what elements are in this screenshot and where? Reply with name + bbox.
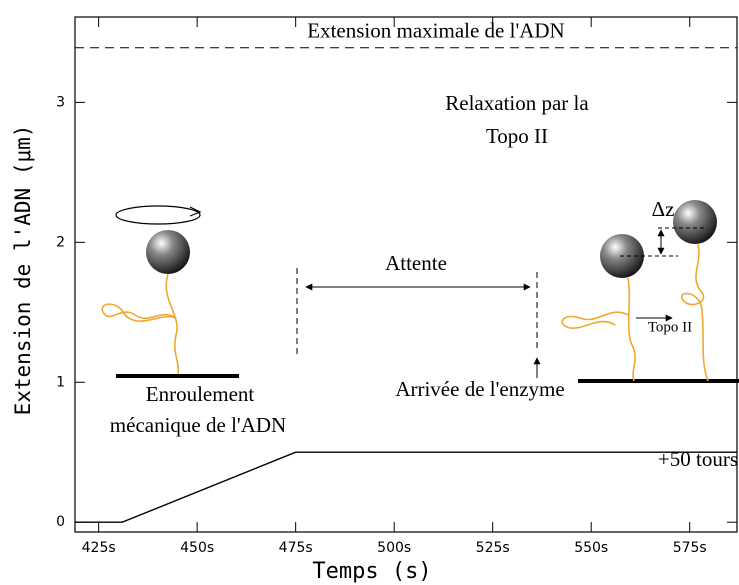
annotation: Relaxation par la [445, 91, 589, 115]
y-tick-label: 1 [56, 374, 65, 390]
y-tick-label: 3 [56, 94, 65, 110]
x-tick-label: 475s [279, 540, 313, 556]
reference-label: Extension maximale de l'ADN [307, 19, 564, 43]
x-tick-label: 525s [476, 540, 510, 556]
y-tick-label: 2 [56, 234, 65, 250]
data-line [75, 451, 737, 523]
x-tick-label: 550s [574, 540, 608, 556]
x-tick-label: 425s [82, 540, 116, 556]
annotation: mécanique de l'ADN [110, 413, 286, 437]
x-tick-label: 450s [180, 540, 214, 556]
illustration [101, 200, 739, 383]
annotation: Topo II [486, 124, 548, 148]
y-tick-label: 0 [56, 514, 65, 530]
annotation: Topo II [648, 319, 692, 335]
plot-frame [74, 16, 738, 533]
annotation: Δz [652, 197, 675, 221]
x-tick-label: 575s [673, 540, 707, 556]
x-tick-label: 500s [377, 540, 411, 556]
annotation: +50 tours [658, 447, 738, 471]
annotation: Arrivée de l'enzyme [395, 377, 564, 401]
y-axis-label: Extension de l'ADN (μm) [11, 125, 35, 416]
annotation: Enroulement [146, 382, 255, 406]
annotation: Attente [385, 251, 447, 275]
x-axis-label: Temps (s) [312, 559, 431, 584]
